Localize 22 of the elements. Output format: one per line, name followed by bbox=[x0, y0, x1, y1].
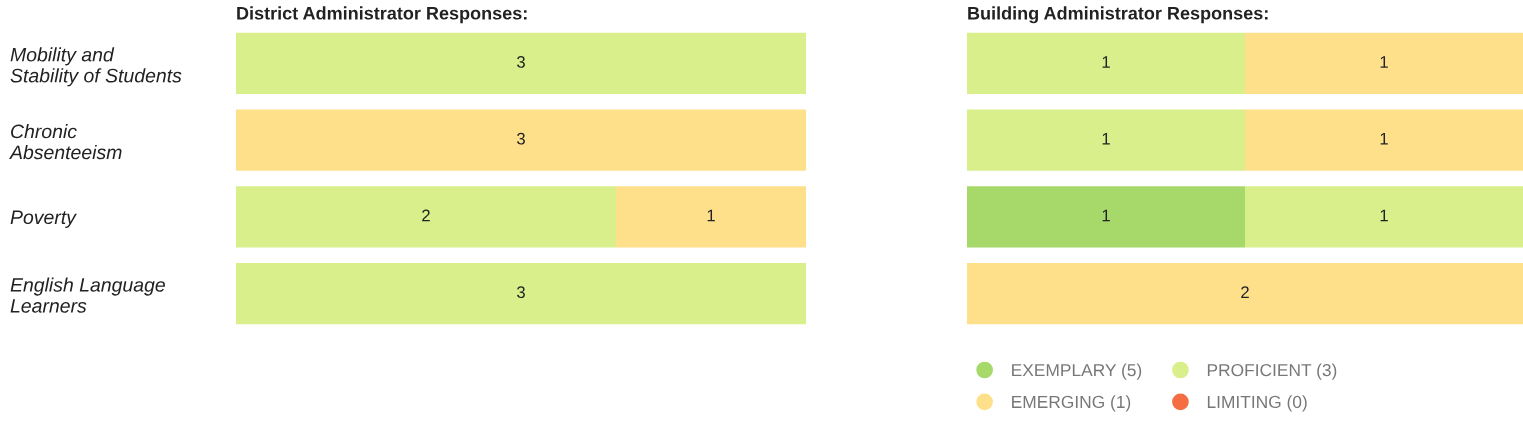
data-label: 1 bbox=[1102, 132, 1110, 145]
legend-label: EMERGING (1) bbox=[1012, 395, 1131, 412]
data-label: 2 bbox=[422, 209, 430, 222]
data-label: 3 bbox=[517, 286, 525, 299]
y-tick-label: Poverty bbox=[10, 210, 77, 228]
data-label: 1 bbox=[707, 209, 715, 222]
data-label: 1 bbox=[1380, 132, 1388, 145]
y-tick-label: English Language Learners bbox=[10, 277, 165, 313]
data-label: 1 bbox=[1102, 209, 1110, 222]
data-label: 1 bbox=[1102, 56, 1110, 68]
legend-label: EXEMPLARY (5) bbox=[1012, 363, 1142, 380]
data-label: 3 bbox=[517, 56, 525, 68]
legend-label: LIMITING (0) bbox=[1207, 395, 1307, 412]
chart-title: District Administrator Responses: bbox=[237, 6, 527, 24]
chart-title: Building Administrator Responses: bbox=[968, 6, 1268, 24]
legend-label: PROFICIENT (3) bbox=[1207, 363, 1337, 380]
data-label: 2 bbox=[1241, 286, 1249, 298]
y-tick-label: Chronic Absenteeism bbox=[9, 124, 122, 160]
data-label: 1 bbox=[1380, 209, 1388, 222]
y-tick-label: Mobility and Stability of Students bbox=[10, 47, 182, 87]
data-label: 1 bbox=[1380, 56, 1388, 68]
data-label: 3 bbox=[517, 132, 525, 145]
